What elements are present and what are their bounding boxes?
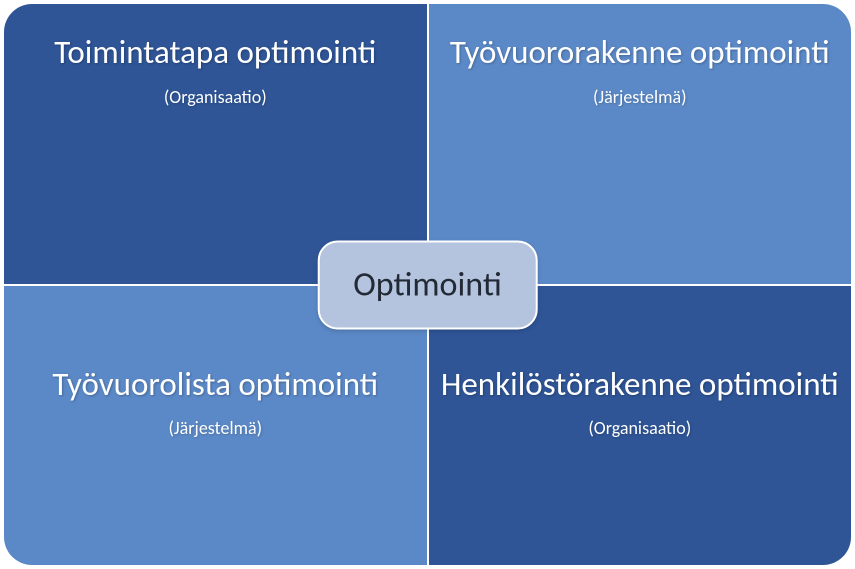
quadrant-title: Työvuorolista optimointi bbox=[52, 366, 378, 404]
quadrant-subtitle: (Organisaatio) bbox=[588, 417, 691, 439]
quadrant-subtitle: (Järjestelmä) bbox=[168, 417, 262, 439]
quadrant-title: Henkilöstörakenne optimointi bbox=[441, 366, 839, 404]
quadrant-title: Toimintatapa optimointi bbox=[54, 34, 376, 72]
center-label-box: Optimointi bbox=[317, 240, 538, 329]
center-label: Optimointi bbox=[353, 264, 502, 305]
quadrant-title: Työvuororakenne optimointi bbox=[450, 34, 830, 72]
quadrant-subtitle: (Organisaatio) bbox=[164, 86, 267, 108]
quadrant-subtitle: (Järjestelmä) bbox=[593, 86, 687, 108]
